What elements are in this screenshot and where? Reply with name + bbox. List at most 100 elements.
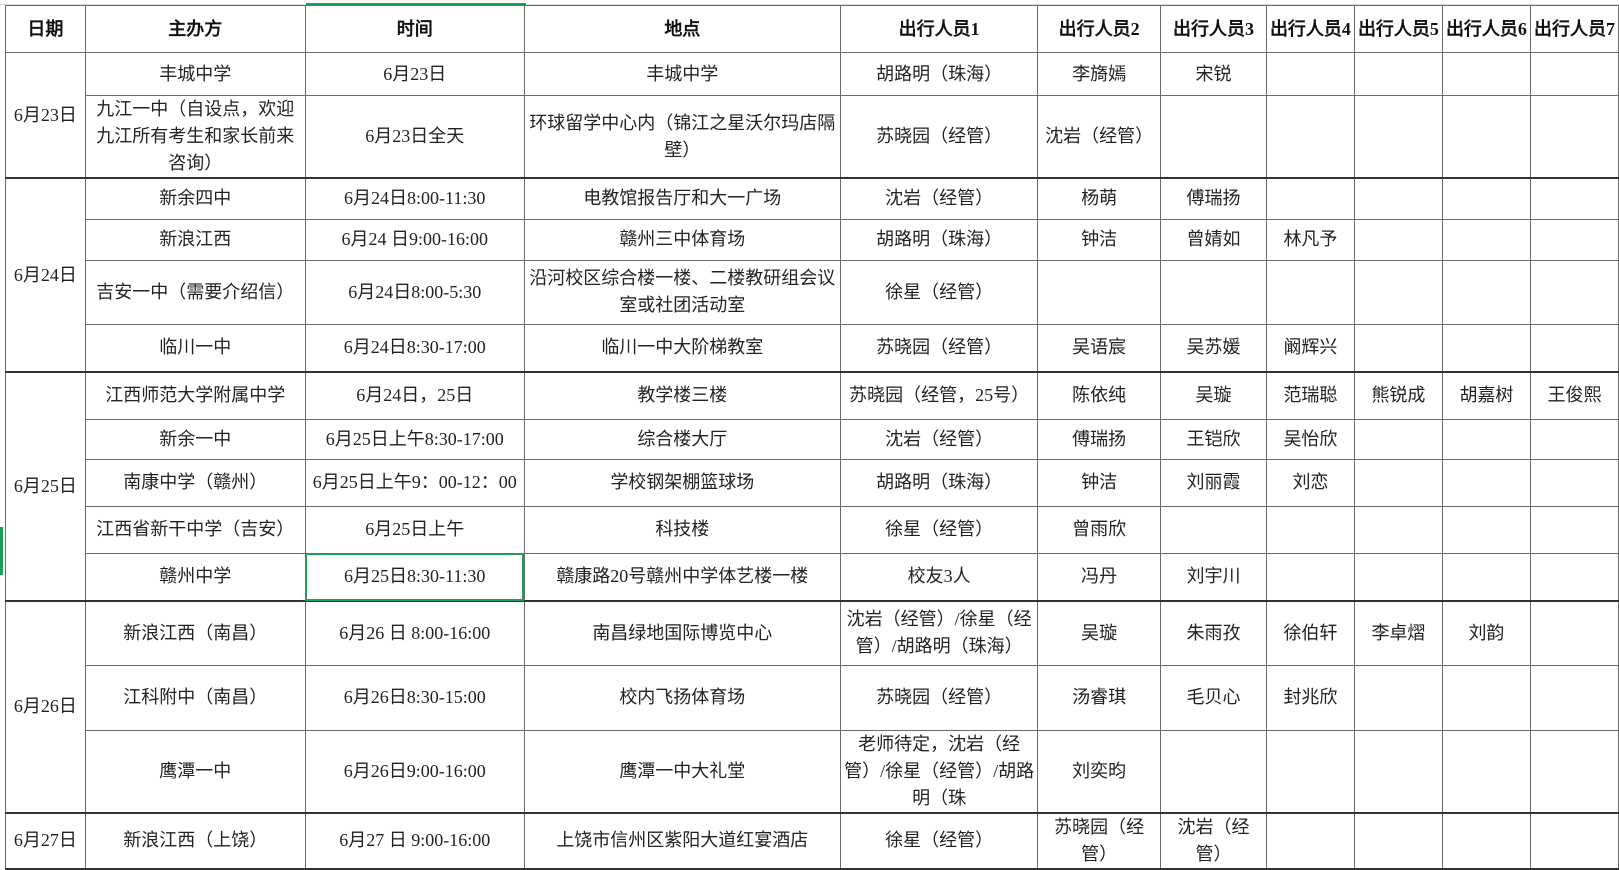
traveler-2-cell[interactable] xyxy=(1037,259,1162,325)
traveler-5-cell[interactable] xyxy=(1353,505,1443,554)
traveler-6-cell[interactable] xyxy=(1441,218,1531,261)
traveler-1-cell[interactable]: 徐星（经管） xyxy=(839,505,1039,554)
location-cell[interactable]: 综合楼大厅 xyxy=(523,418,841,460)
time-cell[interactable]: 6月26日9:00-16:00 xyxy=(304,729,525,814)
column-header-traveler-1[interactable]: 出行人员1 xyxy=(839,5,1039,53)
traveler-4-cell[interactable] xyxy=(1265,52,1355,96)
location-cell[interactable]: 科技楼 xyxy=(523,505,841,554)
location-cell[interactable]: 校内飞扬体育场 xyxy=(523,664,841,731)
column-header-date[interactable]: 日期 xyxy=(5,5,86,53)
location-cell[interactable]: 电教馆报告厅和大一广场 xyxy=(523,177,841,220)
traveler-6-cell[interactable] xyxy=(1441,95,1531,179)
traveler-3-cell[interactable]: 曾婧如 xyxy=(1160,218,1267,261)
traveler-5-cell[interactable] xyxy=(1353,323,1443,373)
host-cell[interactable]: 赣州中学 xyxy=(84,552,306,602)
traveler-1-cell[interactable]: 沈岩（经管）/徐星（经管）/胡路明（珠海） xyxy=(839,600,1039,666)
traveler-3-cell[interactable]: 傅瑞扬 xyxy=(1160,177,1267,220)
traveler-1-cell[interactable]: 苏晓园（经管） xyxy=(839,664,1039,731)
traveler-7-cell[interactable] xyxy=(1529,95,1619,179)
traveler-1-cell[interactable]: 苏晓园（经管） xyxy=(839,323,1039,373)
location-cell[interactable]: 鹰潭一中大礼堂 xyxy=(523,729,841,814)
traveler-6-cell[interactable] xyxy=(1441,52,1531,96)
location-cell[interactable]: 丰城中学 xyxy=(523,52,841,96)
host-cell[interactable]: 丰城中学 xyxy=(84,52,306,96)
traveler-7-cell[interactable] xyxy=(1529,505,1619,554)
time-cell[interactable]: 6月24日，25日 xyxy=(304,371,525,420)
host-cell[interactable]: 江科附中（南昌） xyxy=(84,664,306,731)
traveler-4-cell[interactable]: 封兆欣 xyxy=(1265,664,1355,731)
traveler-1-cell[interactable]: 胡路明（珠海） xyxy=(839,458,1039,507)
traveler-5-cell[interactable] xyxy=(1353,218,1443,261)
traveler-5-cell[interactable] xyxy=(1353,259,1443,325)
traveler-1-cell[interactable]: 苏晓园（经管，25号） xyxy=(839,371,1039,420)
traveler-4-cell[interactable]: 范瑞聪 xyxy=(1265,371,1355,420)
traveler-2-cell[interactable]: 杨萌 xyxy=(1037,177,1162,220)
column-header-traveler-7[interactable]: 出行人员7 xyxy=(1529,5,1619,53)
traveler-4-cell[interactable] xyxy=(1265,729,1355,814)
traveler-1-cell[interactable]: 苏晓园（经管） xyxy=(839,95,1039,179)
traveler-4-cell[interactable]: 阚辉兴 xyxy=(1265,323,1355,373)
traveler-7-cell[interactable]: 王俊熙 xyxy=(1529,371,1619,420)
traveler-3-cell[interactable]: 朱雨孜 xyxy=(1160,600,1267,666)
traveler-2-cell[interactable]: 傅瑞扬 xyxy=(1037,418,1162,460)
column-header-location[interactable]: 地点 xyxy=(523,5,841,53)
traveler-6-cell[interactable] xyxy=(1441,505,1531,554)
host-cell[interactable]: 鹰潭一中 xyxy=(84,729,306,814)
traveler-2-cell[interactable]: 汤睿琪 xyxy=(1037,664,1162,731)
column-header-traveler-4[interactable]: 出行人员4 xyxy=(1265,5,1355,53)
host-cell[interactable]: 新余四中 xyxy=(84,177,306,220)
traveler-6-cell[interactable] xyxy=(1441,552,1531,602)
time-cell[interactable]: 6月26日8:30-15:00 xyxy=(304,664,525,731)
date-cell[interactable]: 6月26日 xyxy=(5,600,86,814)
traveler-1-cell[interactable]: 徐星（经管） xyxy=(839,259,1039,325)
time-cell[interactable]: 6月24日8:30-17:00 xyxy=(304,323,525,373)
traveler-3-cell[interactable]: 王铠欣 xyxy=(1160,418,1267,460)
time-cell[interactable]: 6月25日上午8:30-17:00 xyxy=(304,418,525,460)
traveler-2-cell[interactable]: 钟洁 xyxy=(1037,458,1162,507)
time-cell[interactable]: 6月25日8:30-11:30 xyxy=(304,552,525,602)
traveler-1-cell[interactable]: 胡路明（珠海） xyxy=(839,52,1039,96)
time-cell[interactable]: 6月26 日 8:00-16:00 xyxy=(304,600,525,666)
traveler-7-cell[interactable] xyxy=(1529,552,1619,602)
traveler-7-cell[interactable] xyxy=(1529,177,1619,220)
traveler-4-cell[interactable] xyxy=(1265,552,1355,602)
date-cell[interactable]: 6月25日 xyxy=(5,371,86,602)
column-header-host[interactable]: 主办方 xyxy=(84,5,306,53)
traveler-4-cell[interactable]: 徐伯轩 xyxy=(1265,600,1355,666)
location-cell[interactable]: 赣州三中体育场 xyxy=(523,218,841,261)
traveler-3-cell[interactable] xyxy=(1160,259,1267,325)
traveler-4-cell[interactable]: 林凡予 xyxy=(1265,218,1355,261)
traveler-3-cell[interactable]: 宋锐 xyxy=(1160,52,1267,96)
time-cell[interactable]: 6月23日全天 xyxy=(304,95,525,179)
traveler-6-cell[interactable] xyxy=(1441,418,1531,460)
traveler-3-cell[interactable]: 刘丽霞 xyxy=(1160,458,1267,507)
traveler-2-cell[interactable]: 沈岩（经管） xyxy=(1037,95,1162,179)
host-cell[interactable]: 新余一中 xyxy=(84,418,306,460)
traveler-7-cell[interactable] xyxy=(1529,458,1619,507)
traveler-1-cell[interactable]: 老师待定，沈岩（经管）/徐星（经管）/胡路明（珠 xyxy=(839,729,1039,814)
traveler-1-cell[interactable]: 校友3人 xyxy=(839,552,1039,602)
host-cell[interactable]: 吉安一中（需要介绍信） xyxy=(84,259,306,325)
traveler-6-cell[interactable] xyxy=(1441,458,1531,507)
traveler-7-cell[interactable] xyxy=(1529,664,1619,731)
traveler-3-cell[interactable] xyxy=(1160,729,1267,814)
traveler-3-cell[interactable] xyxy=(1160,505,1267,554)
time-cell[interactable]: 6月24 日9:00-16:00 xyxy=(304,218,525,261)
location-cell[interactable]: 南昌绿地国际博览中心 xyxy=(523,600,841,666)
traveler-5-cell[interactable] xyxy=(1353,458,1443,507)
date-cell[interactable]: 6月24日 xyxy=(5,177,86,373)
time-cell[interactable]: 6月24日8:00-11:30 xyxy=(304,177,525,220)
location-cell[interactable]: 沿河校区综合楼一楼、二楼教研组会议室或社团活动室 xyxy=(523,259,841,325)
traveler-7-cell[interactable] xyxy=(1529,418,1619,460)
traveler-7-cell[interactable] xyxy=(1529,729,1619,814)
column-header-traveler-6[interactable]: 出行人员6 xyxy=(1441,5,1531,53)
location-cell[interactable]: 环球留学中心内（锦江之星沃尔玛店隔壁） xyxy=(523,95,841,179)
traveler-3-cell[interactable]: 吴璇 xyxy=(1160,371,1267,420)
date-cell[interactable]: 6月23日 xyxy=(5,52,86,179)
traveler-5-cell[interactable]: 李卓熠 xyxy=(1353,600,1443,666)
traveler-3-cell[interactable] xyxy=(1160,95,1267,179)
time-cell[interactable]: 6月23日 xyxy=(304,52,525,96)
traveler-3-cell[interactable]: 毛贝心 xyxy=(1160,664,1267,731)
traveler-6-cell[interactable] xyxy=(1441,664,1531,731)
column-header-traveler-5[interactable]: 出行人员5 xyxy=(1353,5,1443,53)
